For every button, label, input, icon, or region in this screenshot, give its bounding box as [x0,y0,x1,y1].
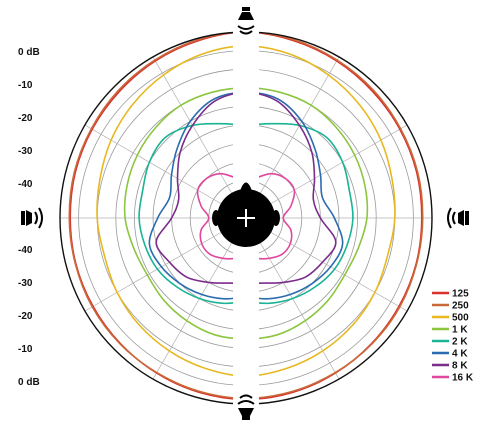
legend-label: 4 K [452,349,468,360]
legend-label: 2 K [452,337,468,348]
legend-label: 250 [452,301,469,312]
db-label-upper: -10 [18,80,33,91]
db-label-upper: -40 [18,179,33,190]
speaker-left-icon [21,207,43,229]
speaker-right-icon [447,207,469,229]
legend-label: 8 K [452,361,468,372]
db-label-upper: -20 [18,113,33,124]
db-label-upper: 0 dB [18,47,40,58]
legend-label: 125 [452,289,469,300]
grid-spoke [245,56,340,219]
legend-label: 500 [452,313,469,324]
db-label-lower: -40 [18,245,33,256]
db-label-lower: 0 dB [18,377,40,388]
listener-head-icon [212,182,280,247]
db-label-lower: -30 [18,278,33,289]
grid-spoke [84,217,247,312]
db-label-lower: -10 [18,344,33,355]
grid-spoke [245,217,408,312]
db-label-upper: -30 [18,146,33,157]
radial-axis-labels: 0 dB -10 -20 -30 -40 -40 -30 -20 -10 0 dB [18,47,40,388]
legend-label: 1 K [452,325,468,336]
speaker-bottom-icon [237,394,255,420]
db-label-lower: -20 [18,311,33,322]
speaker-top-icon [237,7,255,35]
grid-spoke [152,56,247,219]
legend-label: 16 K [452,373,474,384]
